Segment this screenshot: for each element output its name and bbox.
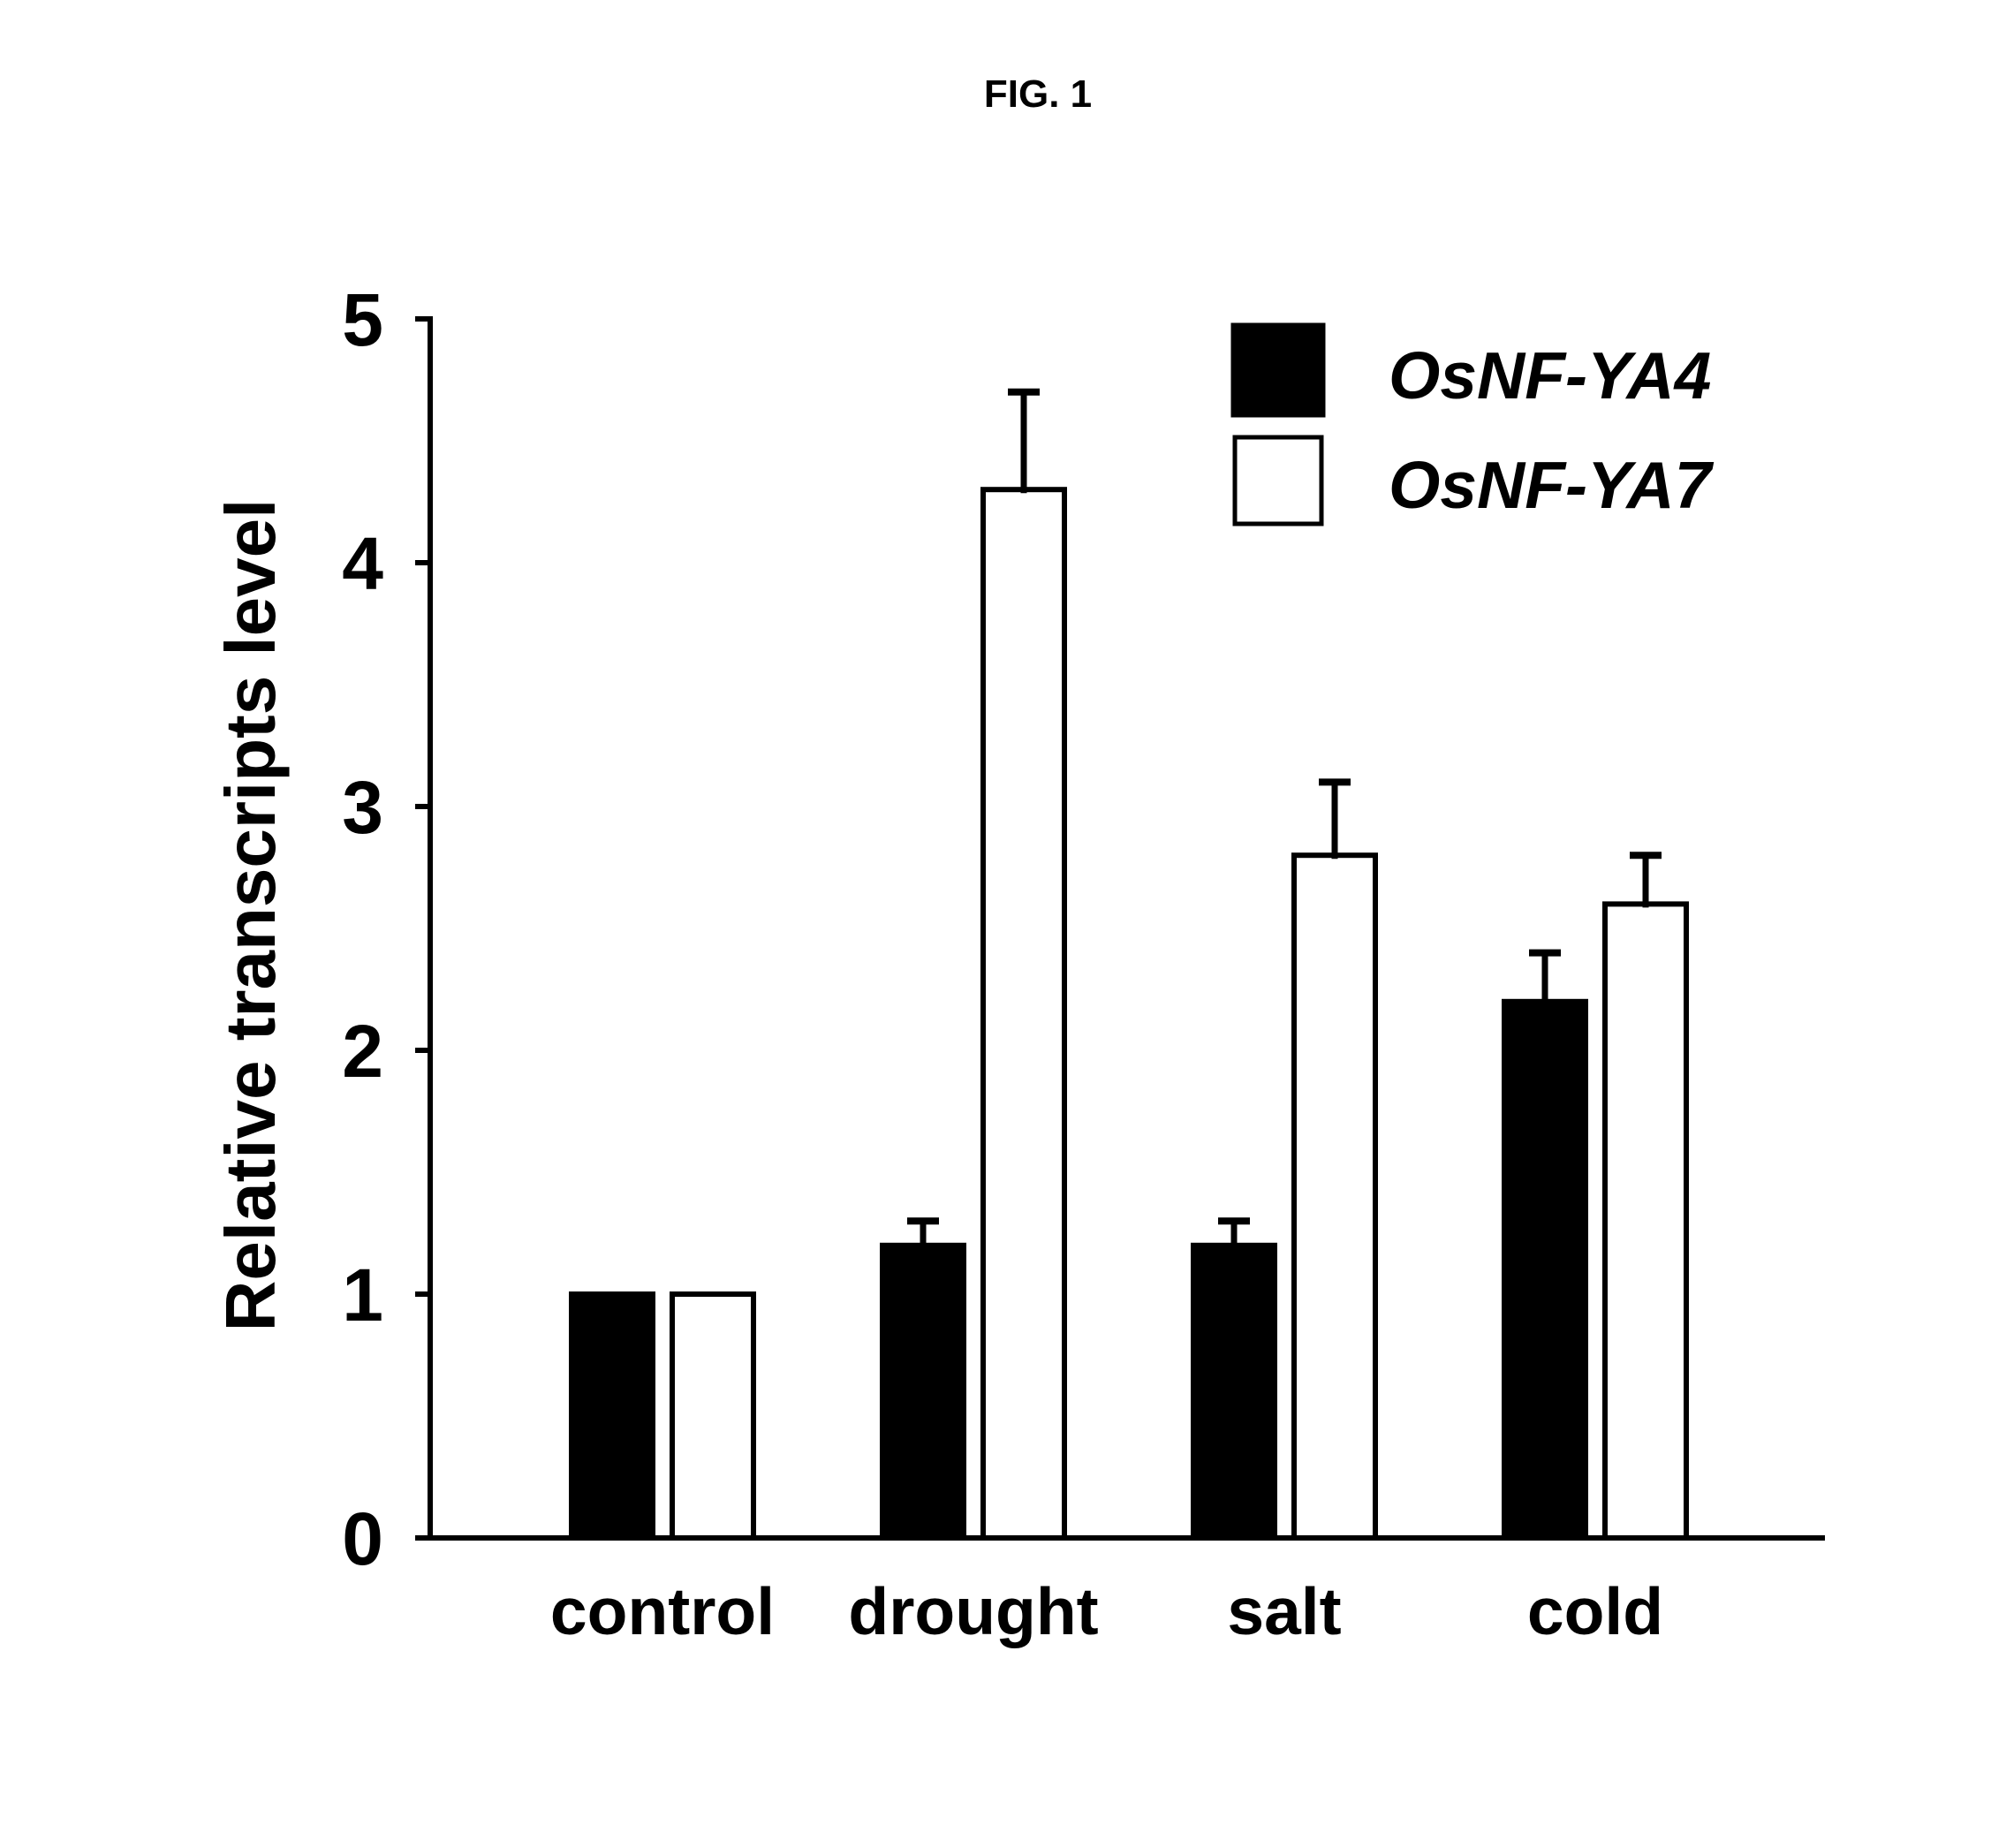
bar-osnf-ya4-salt [1193,1246,1275,1538]
y-tick-label-1: 1 [342,1253,383,1337]
y-tick-label-4: 4 [342,522,383,605]
bar-osnf-ya7-cold [1605,904,1686,1538]
y-axis-title: Relative transcripts level [211,499,290,1332]
bars-group [572,489,1686,1538]
x-category-label-salt: salt [1227,1574,1341,1648]
bar-osnf-ya7-salt [1294,855,1375,1538]
bar-osnf-ya4-drought [882,1246,964,1538]
category-labels-group: control drought salt cold [550,1574,1663,1648]
bar-osnf-ya4-cold [1504,1002,1586,1538]
bar-osnf-ya7-control [672,1294,753,1538]
y-tick-label-2: 2 [342,1010,383,1093]
y-ticks-group: 0 1 2 3 4 5 [342,278,430,1580]
x-category-label-drought: drought [848,1574,1098,1648]
legend-swatch-osnf-ya7 [1235,437,1321,524]
legend-swatch-osnf-ya4 [1233,325,1323,415]
y-tick-label-5: 5 [342,278,383,361]
legend: OsNF-YA4 OsNF-YA7 [1233,325,1715,524]
legend-label-osnf-ya4: OsNF-YA4 [1389,338,1711,413]
y-tick-label-3: 3 [342,766,383,849]
x-category-label-control: control [550,1574,775,1648]
bar-osnf-ya7-drought [983,489,1064,1538]
legend-label-osnf-ya7: OsNF-YA7 [1389,448,1715,522]
y-tick-label-0: 0 [342,1497,383,1580]
x-category-label-cold: cold [1527,1574,1663,1648]
figure-label: FIG. 1 [984,72,1092,116]
bar-osnf-ya4-control [572,1294,653,1538]
